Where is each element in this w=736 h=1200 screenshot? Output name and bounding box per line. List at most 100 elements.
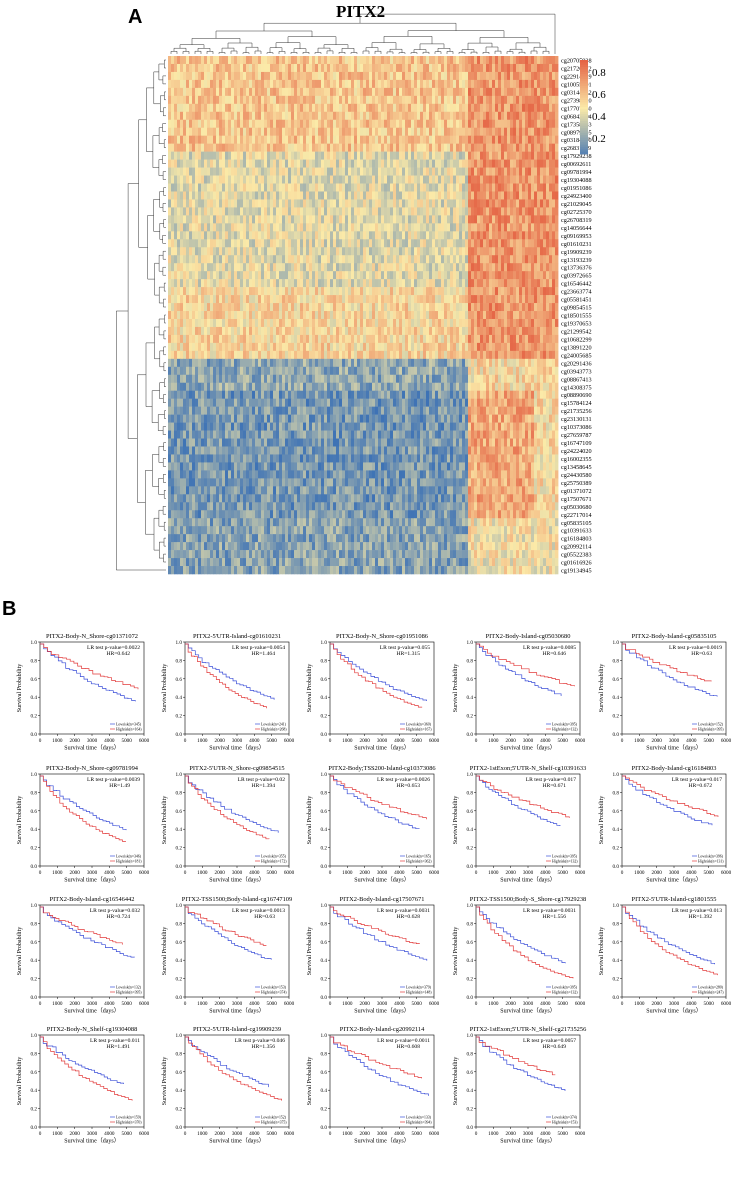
- heatmap-cell: [381, 71, 385, 81]
- heatmap-cell: [522, 63, 526, 73]
- heatmap-cell: [429, 326, 433, 336]
- heatmap-cell: [330, 295, 334, 304]
- heatmap-cell: [477, 223, 481, 232]
- heatmap-cell: [315, 279, 319, 288]
- heatmap-cell: [510, 71, 514, 81]
- heatmap-cell: [216, 239, 220, 248]
- heatmap-cell: [183, 231, 187, 240]
- heatmap-cell: [180, 127, 184, 136]
- heatmap-cell: [510, 287, 514, 296]
- heatmap-cell: [378, 295, 382, 304]
- heatmap-cell: [369, 311, 373, 320]
- heatmap-cell: [546, 247, 550, 256]
- heatmap-cell: [489, 183, 493, 192]
- heatmap-cell: [378, 95, 382, 105]
- heatmap-cell: [414, 87, 418, 97]
- heatmap-cell: [210, 295, 214, 304]
- heatmap-cell: [408, 231, 412, 240]
- heatmap-cell: [474, 326, 478, 336]
- heatmap-cell: [540, 87, 544, 97]
- heatmap-cell: [390, 303, 394, 312]
- heatmap-cell: [219, 63, 223, 73]
- heatmap-cell: [357, 111, 361, 121]
- heatmap-cell: [207, 111, 211, 121]
- heatmap-cell: [309, 127, 313, 136]
- heatmap-cell: [369, 350, 373, 360]
- heatmap-cell: [348, 95, 352, 105]
- heatmap-cell: [351, 255, 355, 264]
- heatmap-cell: [291, 191, 295, 200]
- heatmap-cell: [519, 119, 523, 129]
- heatmap-cell: [456, 350, 460, 360]
- heatmap-cell: [417, 279, 421, 288]
- heatmap-cell: [261, 191, 265, 200]
- heatmap-cell: [519, 350, 523, 360]
- heatmap-cell: [264, 350, 268, 360]
- heatmap-cell: [435, 143, 439, 152]
- heatmap-cell: [213, 87, 217, 97]
- heatmap-cell: [369, 223, 373, 232]
- heatmap-cell: [264, 183, 268, 192]
- heatmap-cell: [501, 279, 505, 288]
- heatmap-cell: [342, 247, 346, 256]
- heatmap-cell: [438, 71, 442, 81]
- heatmap-cell: [468, 350, 472, 360]
- heatmap-cell: [396, 56, 400, 65]
- heatmap-cell: [507, 119, 511, 129]
- heatmap-cell: [279, 326, 283, 336]
- heatmap-cell: [210, 159, 214, 168]
- heatmap-cell: [528, 175, 532, 184]
- heatmap-cell: [207, 255, 211, 264]
- heatmap-cell: [234, 287, 238, 296]
- heatmap-cell: [381, 326, 385, 336]
- heatmap-cell: [273, 135, 277, 144]
- heatmap-cell: [435, 318, 439, 328]
- heatmap-cell: [339, 326, 343, 336]
- heatmap-cell: [168, 151, 172, 160]
- heatmap-cell: [288, 326, 292, 336]
- heatmap-cell: [273, 215, 277, 224]
- heatmap-cell: [273, 175, 277, 184]
- heatmap-cell: [336, 207, 340, 216]
- heatmap-cell: [480, 79, 484, 89]
- heatmap-cell: [519, 63, 523, 73]
- heatmap-cell: [324, 342, 328, 352]
- heatmap-cell: [354, 63, 358, 73]
- heatmap-cell: [453, 223, 457, 232]
- heatmap-cell: [354, 279, 358, 288]
- heatmap-cell: [174, 79, 178, 89]
- heatmap-cell: [399, 223, 403, 232]
- heatmap-cell: [330, 287, 334, 296]
- heatmap-cell: [372, 247, 376, 256]
- heatmap-cell: [345, 183, 349, 192]
- heatmap-cell: [471, 326, 475, 336]
- heatmap-cell: [375, 295, 379, 304]
- heatmap-cell: [174, 247, 178, 256]
- heatmap-cell: [411, 295, 415, 304]
- heatmap-cell: [231, 191, 235, 200]
- heatmap-cell: [219, 159, 223, 168]
- heatmap-cell: [288, 255, 292, 264]
- heatmap-cell: [300, 287, 304, 296]
- heatmap-cell: [432, 303, 436, 312]
- heatmap-cell: [273, 56, 277, 65]
- heatmap-cell: [318, 311, 322, 320]
- heatmap-cell: [435, 79, 439, 89]
- heatmap-cell: [471, 151, 475, 160]
- heatmap-cell: [525, 119, 529, 129]
- heatmap-cell: [555, 279, 559, 288]
- heatmap-cell: [183, 287, 187, 296]
- heatmap-cell: [522, 167, 526, 176]
- heatmap-cell: [501, 223, 505, 232]
- heatmap-cell: [513, 135, 517, 144]
- heatmap-cell: [408, 287, 412, 296]
- heatmap-cell: [282, 239, 286, 248]
- heatmap-cell: [318, 334, 322, 344]
- heatmap-cell: [363, 279, 367, 288]
- heatmap-cell: [234, 326, 238, 336]
- heatmap-cell: [291, 223, 295, 232]
- heatmap-cell: [345, 326, 349, 336]
- heatmap-cell: [465, 350, 469, 360]
- heatmap-cell: [381, 239, 385, 248]
- heatmap-cell: [291, 279, 295, 288]
